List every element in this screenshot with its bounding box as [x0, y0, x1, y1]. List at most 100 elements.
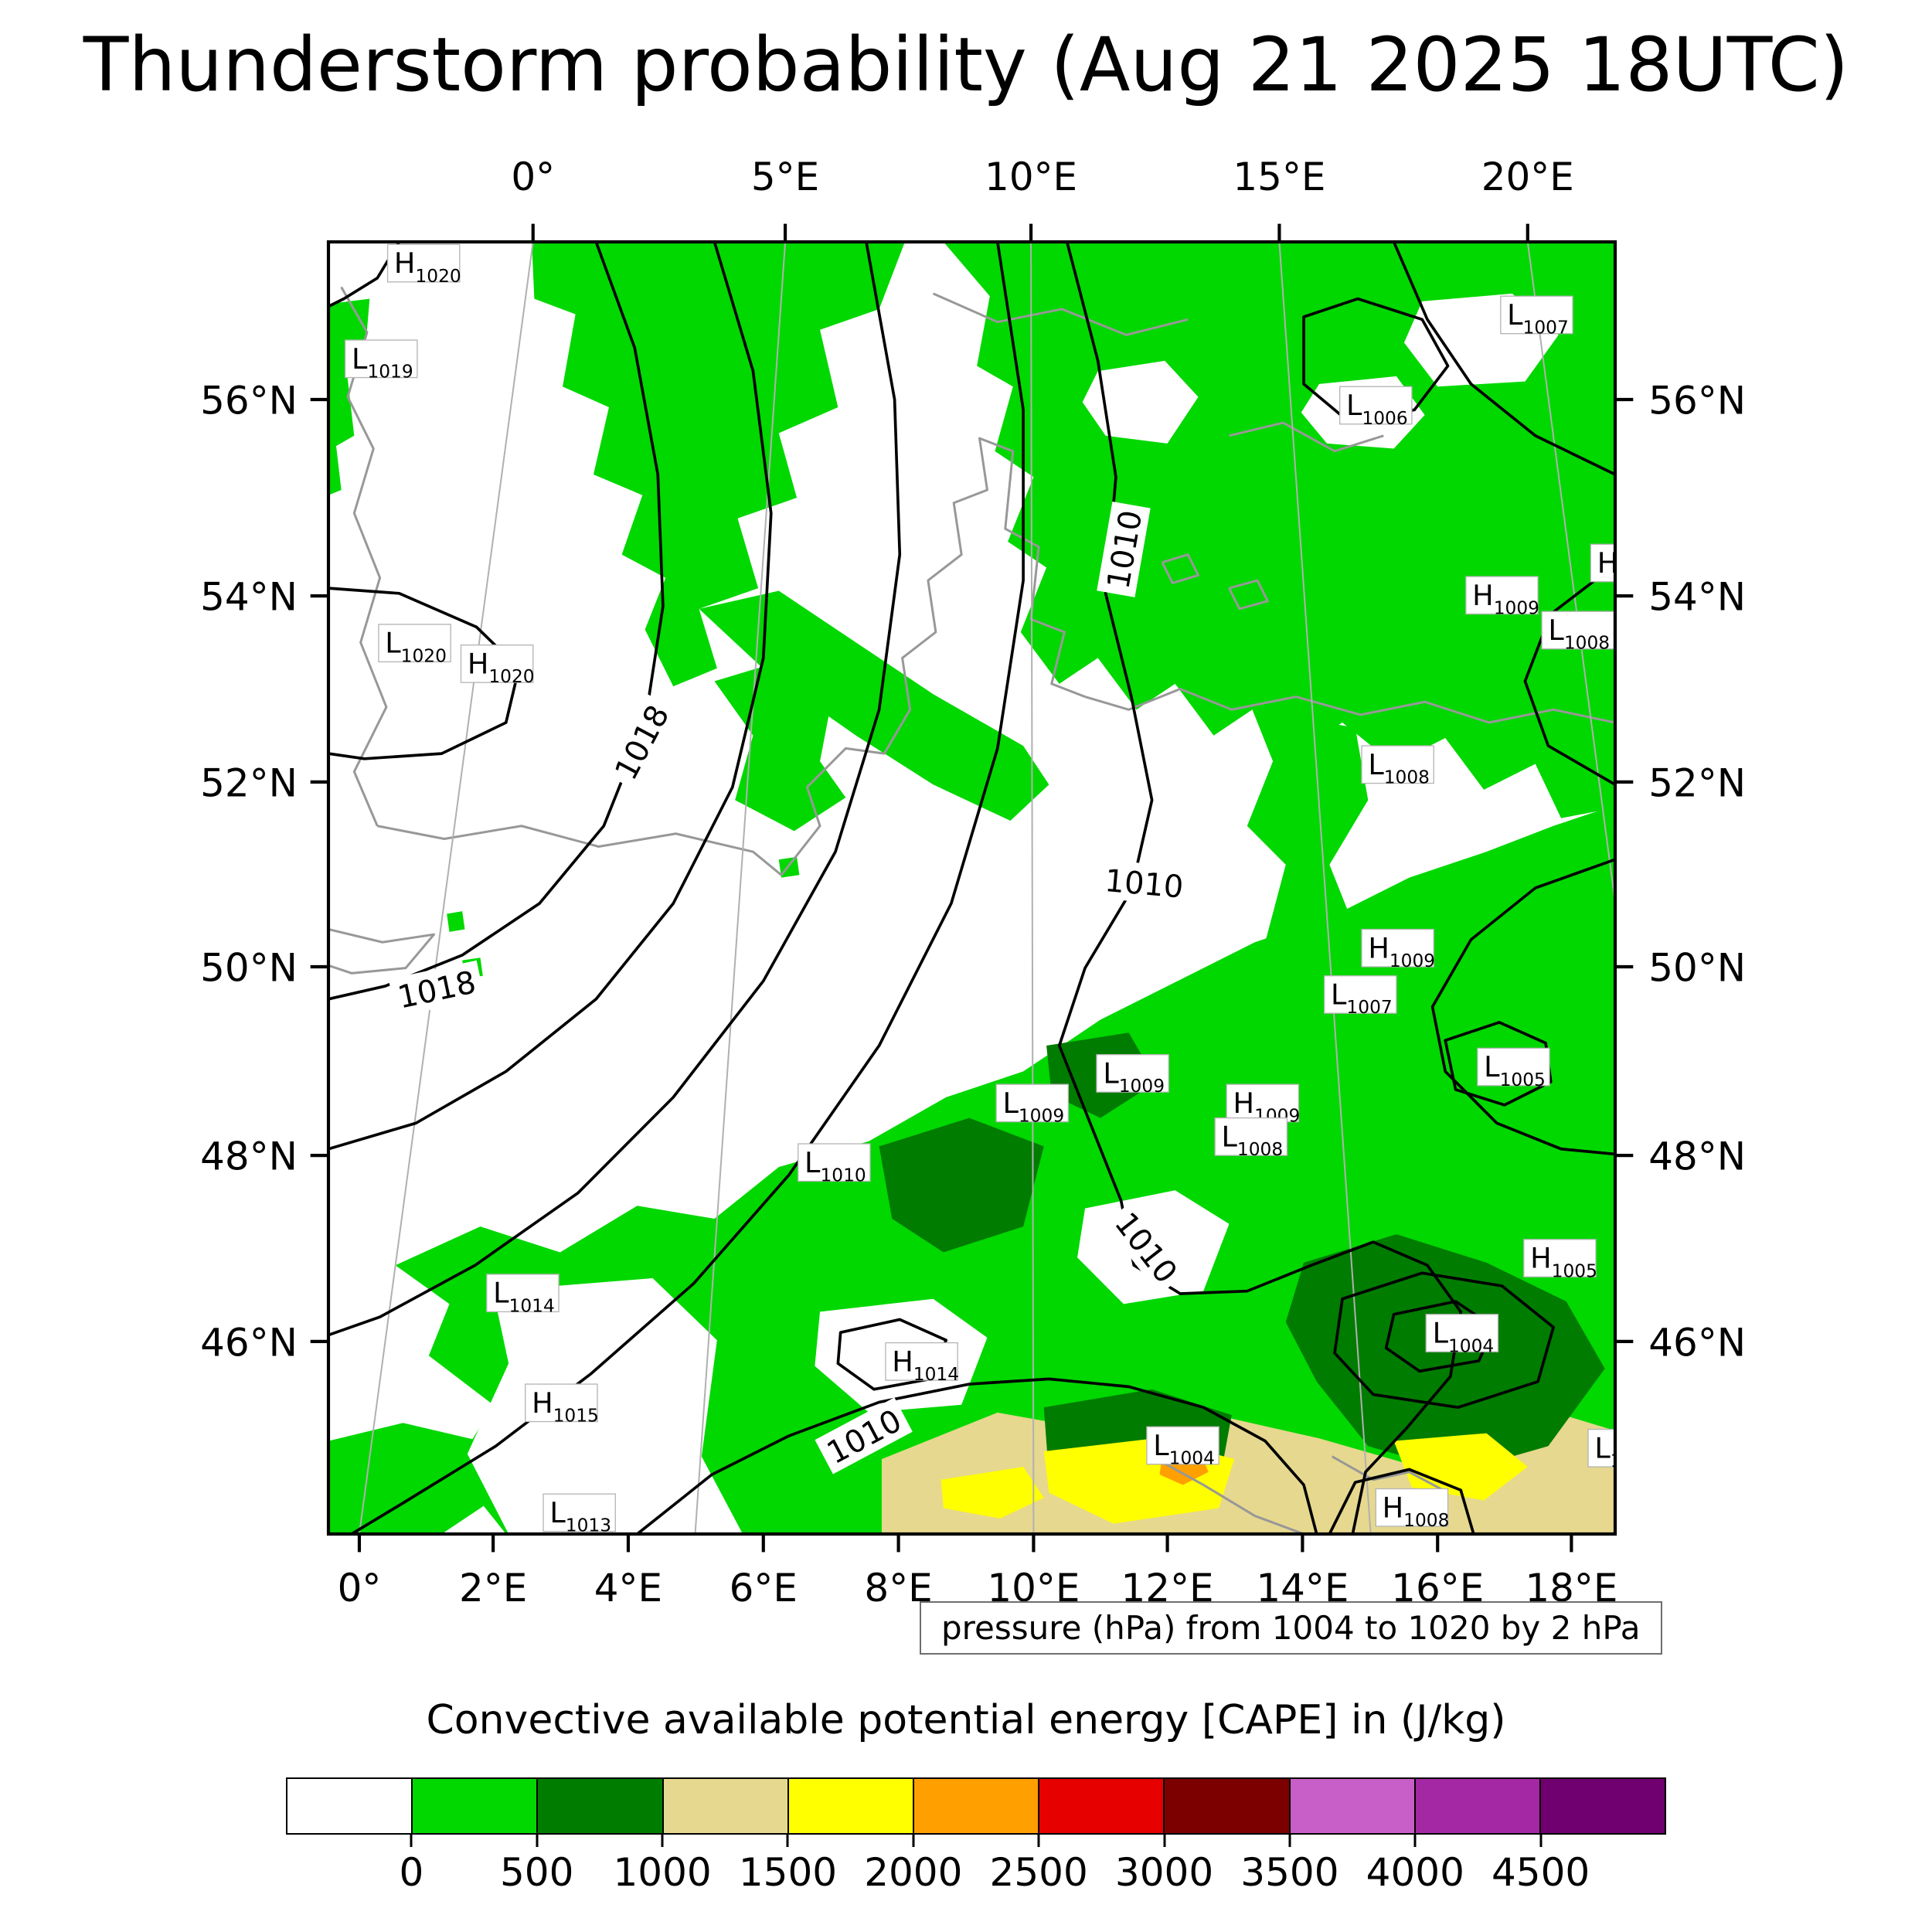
colorbar-cell [1413, 1779, 1539, 1833]
isobar-label: 1010 [1097, 859, 1191, 906]
colorbar-cell [411, 1779, 537, 1833]
svg-text:1018: 1018 [395, 964, 479, 1015]
latitude-label-right: 46°N [1648, 1320, 1746, 1365]
svg-text:L1004: L1004 [1153, 1429, 1215, 1469]
coastline [1161, 553, 1200, 584]
colorbar-tick [912, 1835, 915, 1847]
cape-region [1082, 360, 1199, 444]
pressure-center-label: L1009 [995, 1083, 1070, 1127]
longitude-label-bottom: 2°E [459, 1566, 527, 1611]
latitude-label-left: 48°N [200, 1134, 298, 1179]
svg-text:L1008: L1008 [1368, 748, 1430, 788]
colorbar-tick-label: 1000 [613, 1850, 712, 1895]
colorbar-tick-label: 4000 [1366, 1850, 1464, 1895]
svg-text:H1008: H1008 [1383, 1491, 1450, 1531]
chart-title: Thunderstorm probability (Aug 21 2025 18… [83, 22, 1849, 108]
isobar-line [1444, 1021, 1553, 1107]
svg-text:L1008: L1008 [1548, 614, 1610, 654]
isobar-line [1392, 242, 1615, 476]
svg-text:L1009: L1009 [1002, 1087, 1064, 1127]
graticule-line [694, 242, 787, 1534]
longitude-label-top: 10°E [985, 155, 1077, 199]
pressure-center-label: L1009 [1096, 1054, 1169, 1097]
colorbar-cell [662, 1779, 787, 1833]
longitude-label-top: 5°E [751, 155, 819, 199]
colorbar-tick-label: 4500 [1492, 1850, 1590, 1895]
svg-text:L1008: L1008 [1222, 1120, 1284, 1160]
coastline [1084, 688, 1615, 724]
latitude-label-left: 54°N [200, 574, 298, 619]
pressure-center-label: H1020 [386, 243, 461, 287]
latitude-label-right: 52°N [1648, 760, 1746, 805]
map-border [326, 240, 1617, 1536]
svg-text:L1009: L1009 [1103, 1056, 1165, 1097]
colorbar-cells [286, 1777, 1666, 1835]
cape-region [328, 1423, 496, 1534]
longitude-label-bottom: 6°E [730, 1566, 798, 1611]
isobar-line [1302, 297, 1450, 424]
weather-map: 101810181010101010101010H1020L1019L1007L… [200, 155, 1746, 1611]
svg-text:L1013: L1013 [549, 1496, 611, 1536]
colorbar-tick [661, 1835, 664, 1847]
svg-text:H1020: H1020 [468, 647, 535, 687]
colorbar-tick-label: 2500 [989, 1850, 1088, 1895]
colorbar-tick-label: 3500 [1240, 1850, 1339, 1895]
coastline [932, 292, 1189, 336]
colorbar: 0 500 1000 1500 2000 2500 3000 3500 4000 4500 [286, 1777, 1666, 1904]
colorbar-title: Convective available potential energy [C… [426, 1697, 1506, 1743]
colorbar-tick [786, 1835, 789, 1847]
graticule-line [1278, 242, 1372, 1534]
coastline [328, 928, 436, 975]
colorbar-tick [1288, 1835, 1291, 1847]
colorbar-tick-label: 0 [399, 1850, 424, 1895]
svg-text:L1005: L1005 [1484, 1050, 1546, 1090]
latitude-label-left: 52°N [200, 760, 298, 805]
isobar-line [1523, 563, 1615, 786]
coastline [1228, 579, 1269, 611]
svg-text:L1020: L1020 [385, 627, 447, 667]
longitude-label-bottom: 4°E [594, 1566, 662, 1611]
isobar-line [328, 242, 902, 1337]
cape-region [1247, 709, 1369, 968]
isobar-line [328, 242, 773, 1151]
pressure-center-label: L1004 [1146, 1426, 1219, 1469]
svg-text:L1019: L1019 [352, 342, 413, 383]
coastline [376, 825, 783, 876]
pressure-center-label: L1014 [486, 1274, 560, 1316]
pressure-center-label: H [1590, 543, 1615, 583]
pressure-center-label: L1008 [1214, 1117, 1288, 1160]
coastline [1331, 1455, 1449, 1494]
svg-text:L1006: L1006 [1346, 389, 1408, 429]
coastline [1151, 1455, 1304, 1534]
svg-text:L1: L1 [1594, 1431, 1621, 1471]
pressure-center-label: L1007 [1324, 975, 1397, 1018]
isobar-line [351, 242, 1025, 1534]
isobar-line [1333, 1271, 1555, 1409]
colorbar-cell [787, 1779, 913, 1833]
colorbar-tick [1539, 1835, 1543, 1847]
colorbar-tick-label: 1500 [738, 1850, 838, 1895]
colorbar-tick-label: 2000 [864, 1850, 963, 1895]
pressure-center-label: L1008 [1361, 745, 1434, 788]
cape-region [699, 590, 1049, 821]
graticule-line [1030, 242, 1035, 1534]
pressure-center-label: H1009 [1465, 576, 1539, 619]
colorbar-cell [536, 1779, 662, 1833]
longitude-label-top: 15°E [1233, 155, 1325, 199]
latitude-label-left: 56°N [200, 378, 298, 423]
cape-region [940, 1467, 1044, 1519]
latitude-label-right: 50°N [1648, 945, 1746, 990]
colorbar-tick-labels: 0 500 1000 1500 2000 2500 3000 3500 4000 4500 [286, 1835, 1666, 1904]
colorbar-tick [1163, 1835, 1166, 1847]
cape-region [879, 1117, 1044, 1253]
svg-text:H1009: H1009 [1368, 931, 1435, 971]
isobar-line [636, 1377, 1318, 1534]
svg-text:H1020: H1020 [394, 247, 461, 287]
pressure-center-label: H1014 [885, 1342, 959, 1385]
pressure-center-label: H1005 [1523, 1239, 1597, 1281]
isobar-label: 1010 [1097, 501, 1151, 597]
cape-region [532, 242, 905, 687]
latitude-label-right: 56°N [1648, 378, 1746, 423]
svg-text:1018: 1018 [608, 699, 676, 786]
